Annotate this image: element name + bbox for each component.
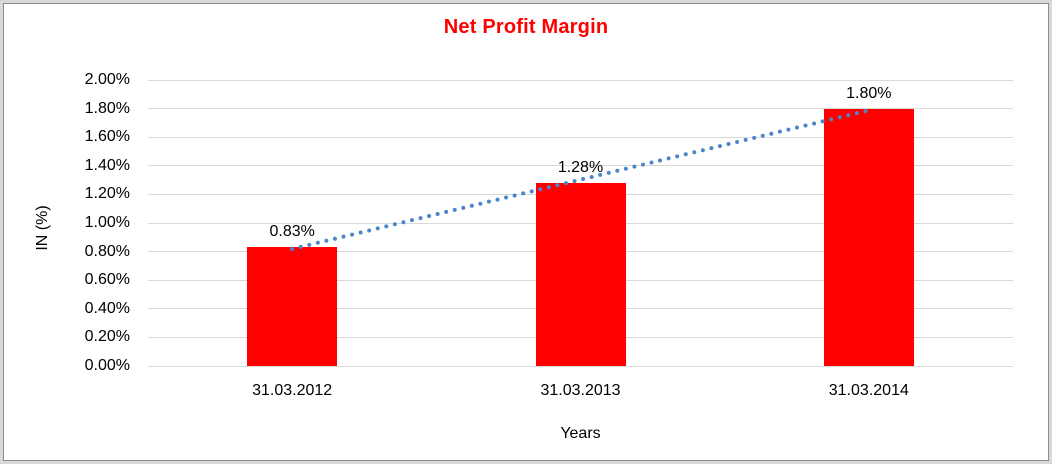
bar [823,108,914,366]
x-axis-title: Years [560,425,601,442]
chart-title: Net Profit Margin [443,16,609,38]
x-tick-label: 31.03.2014 [828,382,909,399]
bar [247,247,338,366]
y-tick-label: 1.80% [84,99,130,117]
data-label: 1.28% [557,158,604,176]
bar [535,182,626,366]
y-tick-label: 1.40% [84,156,130,174]
y-tick-label: 2.00% [84,71,130,88]
x-tick-label: 31.03.2013 [540,382,621,399]
y-tick-label: 1.20% [84,185,130,203]
y-tick-label: 1.00% [84,214,130,231]
chart-area: Net Profit Margin IN (%) 0.00% 0.20% 0.40%… [3,3,1049,461]
y-tick-label: 0.80% [84,242,130,260]
data-label: 0.83% [269,223,315,241]
y-tick-label: 0.00% [84,357,130,374]
y-tick-label: 1.60% [84,128,130,146]
gridline [148,79,1013,81]
y-tick-label: 0.40% [84,299,130,317]
y-tick-label: 0.60% [84,271,130,289]
gridline [148,365,1013,367]
x-tick-label: 31.03.2012 [252,382,333,399]
y-tick-label: 0.20% [84,328,130,346]
data-label: 1.80% [846,84,892,102]
